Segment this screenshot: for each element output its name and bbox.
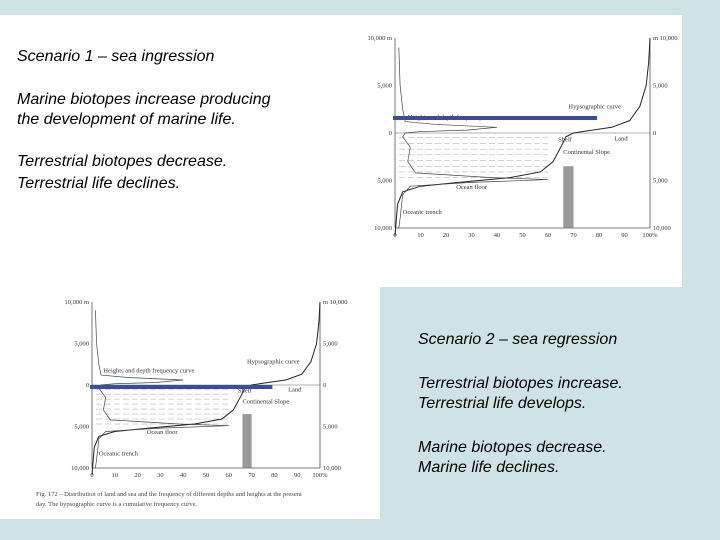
y-tick-label: 5,000 bbox=[323, 424, 338, 431]
x-tick-label: 40 bbox=[494, 232, 501, 239]
frequency-curve bbox=[95, 310, 229, 469]
figure-label: Land bbox=[288, 387, 302, 394]
figure-label: Oceanic trench bbox=[403, 209, 443, 216]
figure-label: Continental Slope bbox=[563, 149, 610, 156]
y-tick-label: 5,000 bbox=[74, 341, 89, 348]
figure-panel bbox=[282, 15, 682, 287]
text-line: Terrestrial biotopes decrease. bbox=[17, 153, 227, 170]
x-tick-label: 80 bbox=[271, 472, 278, 479]
figure-label: Land bbox=[614, 136, 628, 143]
x-tick-label: 20 bbox=[134, 472, 141, 479]
figure-label: Hypsographic curve bbox=[247, 358, 300, 365]
figure-label: Hypsographic curve bbox=[568, 103, 621, 110]
y-tick-label: 0 bbox=[323, 382, 326, 389]
x-tick-label: 0 bbox=[393, 232, 396, 239]
x-tick-label: 50 bbox=[203, 472, 210, 479]
text-line: Terrestrial life declines. bbox=[17, 175, 180, 192]
scenario-title: Scenario 1 – sea ingression bbox=[17, 48, 215, 65]
figure-label: Ocean floor bbox=[456, 184, 488, 191]
y-tick-label: 5,000 bbox=[377, 83, 392, 90]
x-tick-label: 60 bbox=[226, 472, 233, 479]
frequency-curve bbox=[398, 47, 549, 229]
x-tick-label: 40 bbox=[180, 472, 187, 479]
figure-label: Oceanic trench bbox=[99, 451, 139, 458]
y-tick-label: 10,000 bbox=[653, 225, 671, 232]
figure-label: Ocean floor bbox=[147, 429, 179, 436]
hypsographic-curve bbox=[394, 37, 651, 236]
y-tick-label: 10,000 bbox=[71, 465, 89, 472]
y-tick-label: 5,000 bbox=[377, 178, 392, 185]
x-tick-label: 100% bbox=[642, 232, 658, 239]
x-tick-label: 80 bbox=[596, 232, 603, 239]
x-tick-label: 50 bbox=[519, 232, 526, 239]
figure-label: Shelf bbox=[558, 137, 573, 144]
x-tick-label: 30 bbox=[157, 472, 164, 479]
figure-label: Continental Slope bbox=[242, 398, 289, 405]
caption: Fig. 172 – Distribution of land and sea … bbox=[36, 491, 302, 498]
y-tick-label: 5,000 bbox=[653, 178, 668, 185]
y-tick-label: 10,000 m bbox=[64, 299, 89, 306]
y-tick-label: 0 bbox=[389, 130, 392, 137]
trench-column bbox=[242, 414, 252, 468]
text-line: Marine life declines. bbox=[418, 459, 559, 476]
text-line: the development of marine life. bbox=[17, 111, 236, 128]
x-tick-label: 90 bbox=[621, 232, 628, 239]
figure-label: Heights and depth frequency curve bbox=[103, 368, 194, 375]
y-tick-label: 10,000 m bbox=[367, 35, 392, 42]
x-tick-label: 30 bbox=[468, 232, 475, 239]
x-tick-label: 0 bbox=[90, 472, 93, 479]
x-tick-label: 70 bbox=[248, 472, 255, 479]
y-tick-label: m 10,000 bbox=[653, 35, 678, 42]
y-tick-label: 5,000 bbox=[323, 341, 338, 348]
sea-level-bar bbox=[90, 385, 273, 389]
y-tick-label: 10,000 bbox=[374, 225, 392, 232]
scenario-title: Scenario 2 – sea regression bbox=[418, 331, 617, 348]
sea-level-bar bbox=[393, 116, 597, 120]
x-tick-label: 60 bbox=[545, 232, 552, 239]
x-tick-label: 20 bbox=[443, 232, 450, 239]
text-line: Terrestrial biotopes increase. bbox=[418, 375, 623, 392]
y-tick-label: 5,000 bbox=[74, 424, 89, 431]
text-line: Marine biotopes increase producing bbox=[17, 91, 271, 108]
trench-column bbox=[563, 166, 574, 228]
text-panel bbox=[0, 15, 282, 287]
x-tick-label: 100% bbox=[312, 472, 328, 479]
y-tick-label: m 10,000 bbox=[323, 299, 348, 306]
x-tick-label: 10 bbox=[112, 472, 119, 479]
text-line: Terrestrial life develops. bbox=[418, 395, 586, 412]
figure-label: Shelf bbox=[238, 387, 253, 394]
figure-panel bbox=[0, 287, 380, 519]
caption: day. The hypsographic curve is a cumulat… bbox=[36, 501, 198, 508]
x-tick-label: 90 bbox=[294, 472, 301, 479]
text-line: Marine biotopes decrease. bbox=[418, 439, 607, 456]
y-tick-label: 0 bbox=[86, 382, 89, 389]
x-tick-label: 70 bbox=[570, 232, 577, 239]
hypsographic-curve bbox=[91, 301, 321, 475]
x-tick-label: 10 bbox=[417, 232, 424, 239]
y-tick-label: 5,000 bbox=[653, 83, 668, 90]
y-tick-label: 10,000 bbox=[323, 465, 341, 472]
y-tick-label: 0 bbox=[653, 130, 656, 137]
